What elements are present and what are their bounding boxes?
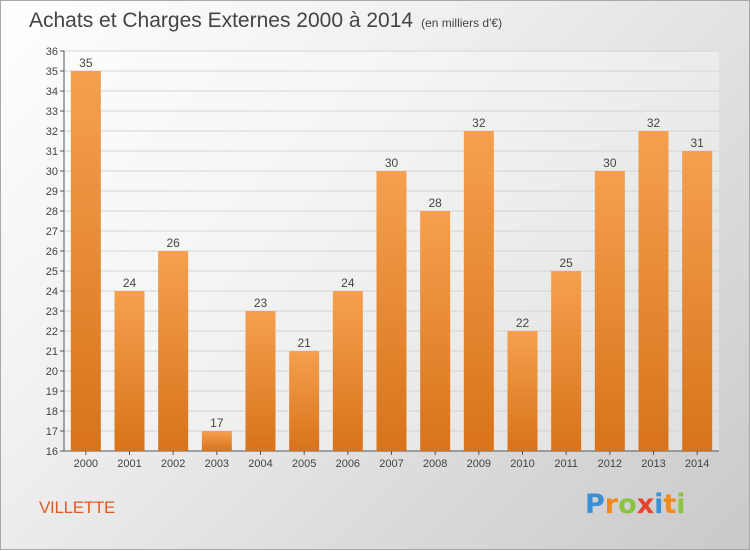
x-tick-label: 2008 [423,458,447,470]
data-label: 24 [123,276,137,290]
x-tick-label: 2000 [74,458,98,470]
chart-title: Achats et Charges Externes 2000 à 2014 (e… [29,9,503,32]
bar [463,131,494,451]
y-tick-label: 35 [46,66,58,78]
y-tick-label: 27 [46,226,58,238]
bar [376,171,407,451]
bar [114,291,145,451]
logo-letter: t [663,489,677,520]
logo-letter: i [654,489,664,520]
bar [201,431,232,451]
data-label: 21 [297,336,311,350]
y-tick-label: 18 [46,406,58,418]
data-label: 32 [647,116,661,130]
y-tick-label: 24 [46,286,58,298]
data-label: 31 [690,136,704,150]
data-label: 26 [166,236,180,250]
x-tick-label: 2013 [641,458,665,470]
y-tick-label: 25 [46,266,58,278]
data-label: 30 [385,156,399,170]
logo-letter: i [676,489,686,520]
data-label: 24 [341,276,355,290]
proxiti-logo: Proxiti [585,489,686,520]
logo-letter: r [604,489,619,520]
bar [594,171,625,451]
y-tick-label: 17 [46,426,58,438]
y-tick-label: 21 [46,346,58,358]
y-tick-label: 26 [46,246,58,258]
x-tick-label: 2007 [379,458,403,470]
logo-letter: x [636,489,655,520]
bar [638,131,669,451]
logo-letter: P [585,489,605,520]
x-tick-label: 2005 [292,458,316,470]
data-label: 25 [559,256,573,270]
y-tick-label: 23 [46,306,58,318]
data-label: 32 [472,116,486,130]
y-tick-label: 16 [46,446,58,458]
chart-subtitle: (en milliers d'€) [421,16,503,30]
y-tick-label: 34 [46,86,58,98]
y-tick-label: 32 [46,126,58,138]
y-tick-label: 28 [46,206,58,218]
x-tick-label: 2009 [467,458,491,470]
data-label: 35 [79,56,93,70]
commune-name: VILLETTE [39,498,116,517]
y-tick-label: 31 [46,146,58,158]
bar [332,291,363,451]
bar [420,211,451,451]
bar [682,151,713,451]
x-tick-label: 2014 [685,458,709,470]
bar [158,251,189,451]
y-tick-label: 36 [46,46,58,58]
x-tick-label: 2012 [598,458,622,470]
y-tick-label: 30 [46,166,58,178]
data-label: 28 [428,196,442,210]
y-tick-label: 19 [46,386,58,398]
y-tick-label: 20 [46,366,58,378]
x-tick-label: 2001 [117,458,141,470]
x-tick-label: 2002 [161,458,185,470]
x-tick-label: 2006 [336,458,360,470]
data-label: 30 [603,156,617,170]
y-tick-label: 33 [46,106,58,118]
x-tick-label: 2004 [248,458,272,470]
bar [507,331,538,451]
bar [289,351,320,451]
x-tick-label: 2011 [554,458,578,470]
data-label: 17 [210,416,224,430]
y-tick-label: 29 [46,186,58,198]
bar [70,71,101,451]
data-label: 23 [254,296,268,310]
logo-letter: o [618,489,637,520]
x-tick-label: 2003 [205,458,229,470]
data-label: 22 [516,316,530,330]
bar [551,271,582,451]
bar [245,311,276,451]
y-tick-label: 22 [46,326,58,338]
x-tick-label: 2010 [510,458,534,470]
